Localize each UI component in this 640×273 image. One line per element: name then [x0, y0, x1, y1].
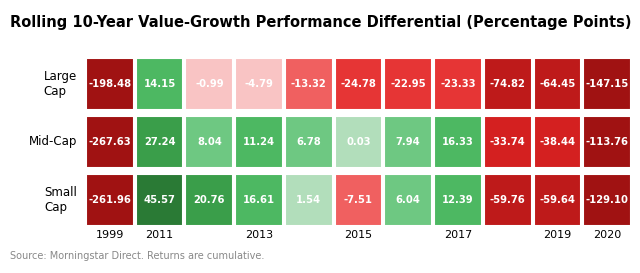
Text: -4.79: -4.79 [244, 79, 273, 89]
Text: Mid-Cap: Mid-Cap [29, 135, 77, 149]
Text: 16.61: 16.61 [243, 195, 275, 205]
Text: 2020: 2020 [593, 230, 621, 240]
Bar [235, 58, 283, 110]
Text: -261.96: -261.96 [88, 195, 131, 205]
Text: 27.24: 27.24 [144, 137, 175, 147]
Text: Small
Cap: Small Cap [44, 186, 77, 214]
Bar [235, 116, 283, 168]
Text: -13.32: -13.32 [291, 79, 326, 89]
Text: Rolling 10-Year Value-Growth Performance Differential (Percentage Points): Rolling 10-Year Value-Growth Performance… [10, 15, 632, 30]
Bar [86, 174, 134, 226]
Text: -59.64: -59.64 [540, 195, 575, 205]
Text: -198.48: -198.48 [88, 79, 131, 89]
Bar [534, 116, 581, 168]
Bar [385, 58, 432, 110]
Text: 6.04: 6.04 [396, 195, 420, 205]
Bar [534, 174, 581, 226]
Bar [583, 174, 631, 226]
Text: Source: Morningstar Direct. Returns are cumulative.: Source: Morningstar Direct. Returns are … [10, 251, 264, 261]
Text: 7.94: 7.94 [396, 137, 420, 147]
Text: -147.15: -147.15 [586, 79, 628, 89]
Bar [235, 174, 283, 226]
Bar [86, 58, 134, 110]
Text: -74.82: -74.82 [490, 79, 525, 89]
Text: 14.15: 14.15 [143, 79, 176, 89]
Bar [285, 58, 333, 110]
Text: -0.99: -0.99 [195, 79, 223, 89]
Bar [583, 58, 631, 110]
Bar [285, 116, 333, 168]
Text: -38.44: -38.44 [540, 137, 575, 147]
Text: -113.76: -113.76 [586, 137, 628, 147]
Text: 1999: 1999 [95, 230, 124, 240]
Bar [484, 58, 532, 110]
Bar [484, 174, 532, 226]
Text: -59.76: -59.76 [490, 195, 525, 205]
Bar [335, 116, 382, 168]
Text: -267.63: -267.63 [88, 137, 131, 147]
Text: 11.24: 11.24 [243, 137, 275, 147]
Bar [285, 174, 333, 226]
Text: -23.33: -23.33 [440, 79, 476, 89]
Bar [583, 116, 631, 168]
Bar [86, 116, 134, 168]
Text: 2019: 2019 [543, 230, 572, 240]
Bar [136, 58, 184, 110]
Bar [186, 58, 233, 110]
Text: -22.95: -22.95 [390, 79, 426, 89]
Text: Large
Cap: Large Cap [44, 70, 77, 98]
Text: -129.10: -129.10 [586, 195, 628, 205]
Text: -24.78: -24.78 [340, 79, 376, 89]
Bar [335, 58, 382, 110]
Bar [385, 116, 432, 168]
Text: 12.39: 12.39 [442, 195, 474, 205]
Text: 16.33: 16.33 [442, 137, 474, 147]
Bar [434, 174, 482, 226]
Bar [434, 116, 482, 168]
Text: 2015: 2015 [344, 230, 372, 240]
Bar [484, 116, 532, 168]
Text: 45.57: 45.57 [143, 195, 175, 205]
Bar [335, 174, 382, 226]
Text: 20.76: 20.76 [193, 195, 225, 205]
Bar [186, 174, 233, 226]
Text: -33.74: -33.74 [490, 137, 525, 147]
Text: 6.78: 6.78 [296, 137, 321, 147]
Bar [136, 174, 184, 226]
Text: 1.54: 1.54 [296, 195, 321, 205]
Text: 8.04: 8.04 [197, 137, 221, 147]
Bar [186, 116, 233, 168]
Bar [136, 116, 184, 168]
Bar [434, 58, 482, 110]
Text: 2011: 2011 [145, 230, 173, 240]
Text: 0.03: 0.03 [346, 137, 371, 147]
Bar [534, 58, 581, 110]
Text: 2013: 2013 [245, 230, 273, 240]
Text: 2017: 2017 [444, 230, 472, 240]
Text: -64.45: -64.45 [540, 79, 575, 89]
Bar [385, 174, 432, 226]
Text: -7.51: -7.51 [344, 195, 373, 205]
